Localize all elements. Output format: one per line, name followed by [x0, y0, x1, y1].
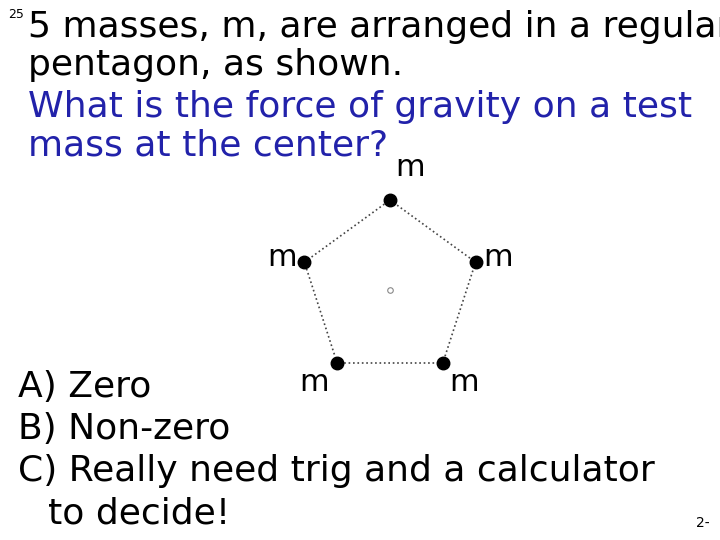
Text: mass at the center?: mass at the center? [28, 128, 388, 162]
Text: to decide!: to decide! [48, 496, 230, 530]
Text: pentagon, as shown.: pentagon, as shown. [28, 48, 403, 82]
Text: C) Really need trig and a calculator: C) Really need trig and a calculator [18, 454, 654, 488]
Text: m: m [267, 242, 297, 272]
Text: What is the force of gravity on a test: What is the force of gravity on a test [28, 90, 692, 124]
Text: m: m [449, 368, 479, 397]
Text: m: m [484, 242, 513, 272]
Text: m: m [395, 153, 425, 182]
Text: m: m [300, 368, 329, 397]
Text: A) Zero: A) Zero [18, 370, 151, 404]
Text: 5 masses, m, are arranged in a regular: 5 masses, m, are arranged in a regular [28, 10, 720, 44]
Text: 2-: 2- [696, 516, 710, 530]
Text: B) Non-zero: B) Non-zero [18, 412, 230, 446]
Text: 25: 25 [8, 8, 24, 21]
